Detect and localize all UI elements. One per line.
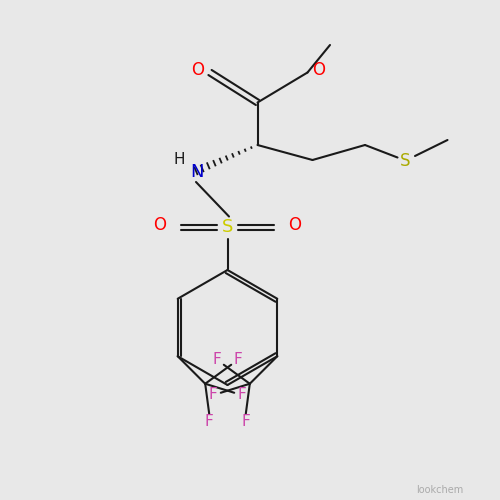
Text: O: O (288, 216, 302, 234)
Text: O: O (312, 61, 325, 79)
Text: F: F (205, 414, 214, 429)
Text: S: S (222, 218, 233, 236)
Text: N: N (190, 163, 204, 181)
Text: O: O (191, 61, 204, 79)
Text: F: F (213, 352, 222, 367)
Text: F: F (242, 414, 250, 429)
Text: O: O (154, 216, 166, 234)
Text: F: F (234, 352, 242, 367)
Text: S: S (400, 152, 410, 170)
Text: F: F (238, 387, 246, 402)
Text: H: H (174, 152, 185, 168)
Text: F: F (209, 388, 218, 402)
Text: lookchem: lookchem (416, 485, 464, 495)
